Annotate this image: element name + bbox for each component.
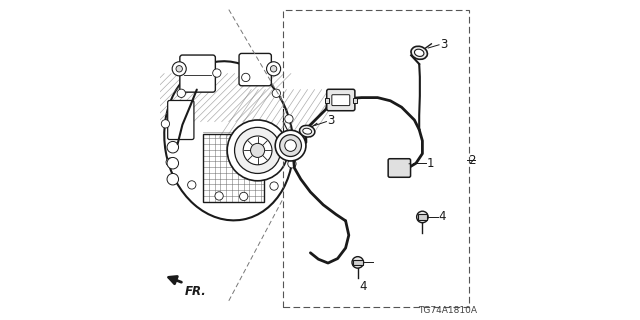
- Circle shape: [215, 192, 223, 200]
- Circle shape: [212, 69, 221, 77]
- Text: TG74A1810A: TG74A1810A: [418, 306, 477, 315]
- Text: FR.: FR.: [184, 285, 206, 298]
- Circle shape: [172, 62, 186, 76]
- Circle shape: [417, 211, 428, 223]
- Circle shape: [288, 160, 296, 168]
- Text: 2: 2: [468, 154, 476, 166]
- Circle shape: [167, 141, 179, 153]
- Bar: [283, 10, 468, 307]
- Circle shape: [188, 181, 196, 189]
- Circle shape: [242, 73, 250, 82]
- Circle shape: [352, 257, 364, 268]
- FancyBboxPatch shape: [332, 95, 349, 106]
- Circle shape: [161, 120, 170, 128]
- Circle shape: [280, 135, 301, 156]
- Circle shape: [272, 89, 280, 98]
- Text: 3: 3: [328, 115, 335, 127]
- Circle shape: [251, 143, 265, 157]
- FancyBboxPatch shape: [239, 53, 271, 86]
- Text: 4: 4: [438, 211, 446, 223]
- FancyBboxPatch shape: [326, 89, 355, 111]
- Text: 4: 4: [360, 280, 367, 293]
- Circle shape: [235, 127, 281, 173]
- Circle shape: [267, 62, 281, 76]
- Circle shape: [176, 66, 182, 72]
- FancyBboxPatch shape: [353, 98, 357, 103]
- Circle shape: [243, 136, 272, 165]
- FancyBboxPatch shape: [417, 214, 428, 220]
- Ellipse shape: [411, 46, 428, 59]
- Circle shape: [167, 173, 179, 185]
- Ellipse shape: [300, 125, 315, 137]
- Circle shape: [239, 192, 248, 201]
- Text: 1: 1: [427, 157, 434, 170]
- Text: 3: 3: [440, 38, 447, 51]
- Ellipse shape: [164, 61, 293, 220]
- FancyBboxPatch shape: [388, 159, 411, 177]
- Circle shape: [177, 89, 186, 98]
- Circle shape: [227, 120, 288, 181]
- FancyBboxPatch shape: [324, 98, 329, 103]
- Circle shape: [270, 182, 278, 190]
- Circle shape: [275, 130, 306, 161]
- Circle shape: [167, 157, 179, 169]
- FancyBboxPatch shape: [353, 260, 362, 265]
- Circle shape: [271, 66, 277, 72]
- Circle shape: [285, 115, 293, 123]
- Circle shape: [166, 158, 174, 166]
- Circle shape: [285, 140, 296, 151]
- FancyBboxPatch shape: [168, 100, 194, 140]
- FancyBboxPatch shape: [180, 55, 215, 92]
- Ellipse shape: [415, 49, 424, 56]
- Ellipse shape: [303, 128, 312, 134]
